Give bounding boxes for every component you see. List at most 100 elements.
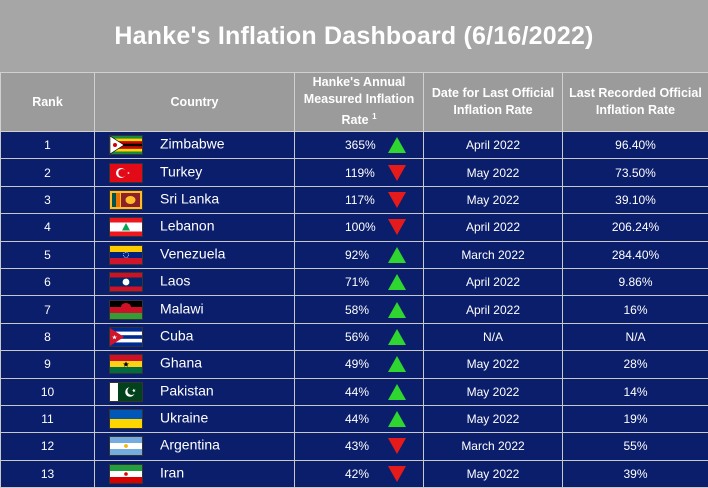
hanke-rate-value: 117% xyxy=(345,193,375,207)
official-date-cell: April 2022 xyxy=(424,214,563,241)
cuba-flag-icon xyxy=(109,327,143,347)
sri-lanka-flag-icon xyxy=(109,190,143,210)
header-hanke-rate: Hanke's Annual Measured Inflation Rate 1 xyxy=(295,73,424,132)
table-header: Rank Country Hanke's Annual Measured Inf… xyxy=(1,73,708,132)
official-date-cell: April 2022 xyxy=(424,296,563,323)
hanke-rate-value: 365% xyxy=(345,138,376,152)
rank-cell: 4 xyxy=(1,214,95,241)
rank-cell: 1 xyxy=(1,132,95,159)
official-rate-cell: 96.40% xyxy=(563,132,708,159)
country-cell: Ukraine xyxy=(95,405,295,432)
hanke-rate-value: 44% xyxy=(345,412,369,426)
rank-cell: 10 xyxy=(1,378,95,405)
country-name: Zimbabwe xyxy=(160,136,225,152)
hanke-rate-value: 58% xyxy=(345,303,369,317)
official-rate-cell: 55% xyxy=(563,433,708,460)
lebanon-flag-icon xyxy=(109,217,143,237)
official-date-cell: April 2022 xyxy=(424,268,563,295)
country-name: Cuba xyxy=(160,328,193,344)
dashboard-title: Hanke's Inflation Dashboard (6/16/2022) xyxy=(0,0,708,72)
trend-down-icon xyxy=(388,219,406,235)
header-hanke-rate-label: Hanke's Annual Measured Inflation Rate xyxy=(304,75,414,127)
rank-cell: 11 xyxy=(1,405,95,432)
country-name: Venezuela xyxy=(160,245,225,261)
hanke-rate-cell: 42% xyxy=(295,460,424,487)
country-cell: Lebanon xyxy=(95,214,295,241)
inflation-table: Rank Country Hanke's Annual Measured Inf… xyxy=(0,72,708,488)
official-date-cell: March 2022 xyxy=(424,241,563,268)
country-cell: Sri Lanka xyxy=(95,186,295,213)
country-cell: Laos xyxy=(95,268,295,295)
official-date-cell: May 2022 xyxy=(424,159,563,186)
hanke-rate-value: 49% xyxy=(345,357,369,371)
hanke-rate-cell: 49% xyxy=(295,351,424,378)
country-name: Lebanon xyxy=(160,218,215,234)
country-cell: Argentina xyxy=(95,433,295,460)
hanke-rate-cell: 58% xyxy=(295,296,424,323)
hanke-rate-cell: 119% xyxy=(295,159,424,186)
hanke-rate-cell: 117% xyxy=(295,186,424,213)
hanke-rate-value: 44% xyxy=(345,385,369,399)
hanke-rate-value: 43% xyxy=(345,439,369,453)
footnote-marker: 1 xyxy=(372,112,376,121)
country-name: Ghana xyxy=(160,355,202,371)
trend-up-icon xyxy=(388,356,406,372)
trend-up-icon xyxy=(388,329,406,345)
country-cell: Pakistan xyxy=(95,378,295,405)
hanke-rate-cell: 44% xyxy=(295,378,424,405)
hanke-rate-value: 71% xyxy=(345,275,369,289)
country-cell: Iran xyxy=(95,460,295,487)
hanke-rate-value: 92% xyxy=(345,248,369,262)
official-rate-cell: 39.10% xyxy=(563,186,708,213)
rank-cell: 13 xyxy=(1,460,95,487)
hanke-rate-cell: 44% xyxy=(295,405,424,432)
official-rate-cell: N/A xyxy=(563,323,708,350)
country-name: Sri Lanka xyxy=(160,191,219,207)
laos-flag-icon xyxy=(109,272,143,292)
ukraine-flag-icon xyxy=(109,409,143,429)
header-rank: Rank xyxy=(1,73,95,132)
country-cell: Malawi xyxy=(95,296,295,323)
official-date-cell: March 2022 xyxy=(424,433,563,460)
trend-down-icon xyxy=(388,438,406,454)
official-rate-cell: 73.50% xyxy=(563,159,708,186)
country-name: Argentina xyxy=(160,437,220,453)
country-name: Iran xyxy=(160,465,184,481)
hanke-rate-cell: 56% xyxy=(295,323,424,350)
country-name: Pakistan xyxy=(160,382,214,398)
official-rate-cell: 19% xyxy=(563,405,708,432)
zimbabwe-flag-icon xyxy=(109,135,143,155)
trend-down-icon xyxy=(388,165,406,181)
hanke-rate-value: 56% xyxy=(345,330,369,344)
country-cell: Ghana xyxy=(95,351,295,378)
official-date-cell: May 2022 xyxy=(424,186,563,213)
rank-cell: 5 xyxy=(1,241,95,268)
official-date-cell: April 2022 xyxy=(424,132,563,159)
rank-cell: 12 xyxy=(1,433,95,460)
ghana-flag-icon xyxy=(109,354,143,374)
hanke-rate-cell: 100% xyxy=(295,214,424,241)
hanke-rate-cell: 71% xyxy=(295,268,424,295)
trend-down-icon xyxy=(388,466,406,482)
trend-up-icon xyxy=(388,302,406,318)
rank-cell: 8 xyxy=(1,323,95,350)
header-official-date: Date for Last Official Inflation Rate xyxy=(424,73,563,132)
hanke-rate-value: 100% xyxy=(345,220,376,234)
hanke-rate-value: 42% xyxy=(345,467,369,481)
official-rate-cell: 284.40% xyxy=(563,241,708,268)
header-official-rate: Last Recorded Official Inflation Rate xyxy=(563,73,708,132)
trend-up-icon xyxy=(388,274,406,290)
official-rate-cell: 28% xyxy=(563,351,708,378)
official-date-cell: N/A xyxy=(424,323,563,350)
